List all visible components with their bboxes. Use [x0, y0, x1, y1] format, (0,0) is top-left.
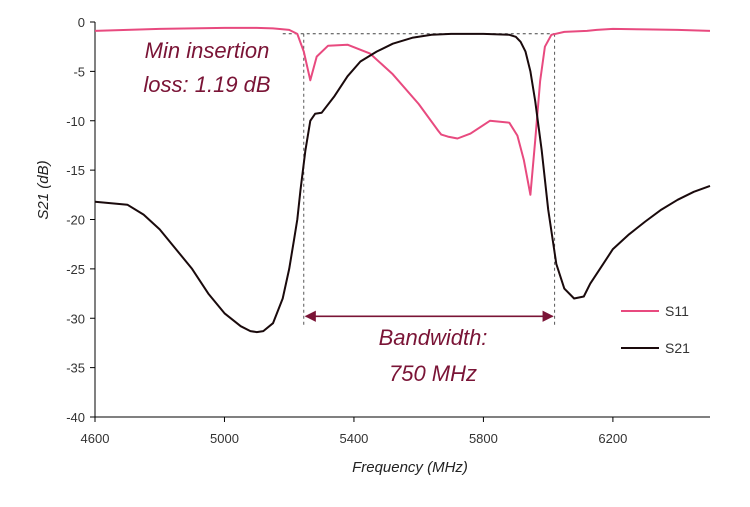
series-line-s11: [94, 26, 711, 196]
y-tick-labels: 0 -5 -10 -15 -20 -25 -30 -35 -40: [66, 15, 95, 425]
annotation-bandwidth-line2: 750 MHz: [389, 361, 477, 386]
x-axis-title: Frequency (MHz): [352, 459, 468, 476]
annotation-min-insertion-loss-line1: Min insertion: [145, 38, 270, 63]
legend: S11 S21: [621, 303, 690, 356]
y-tick-label: -10: [66, 114, 85, 129]
x-tick-label: 5000: [210, 431, 239, 446]
annotation-min-insertion-loss-line2: loss: 1.19 dB: [143, 72, 270, 97]
y-tick-label: -25: [66, 262, 85, 277]
x-tick-label: 5800: [469, 431, 498, 446]
y-tick-label: -30: [66, 311, 85, 326]
y-tick-label: -20: [66, 213, 85, 228]
x-tick-labels: 4600 5000 5400 5800 6200: [81, 417, 627, 446]
x-tick-label: 5400: [339, 431, 368, 446]
annotation-guides: [282, 33, 556, 327]
x-tick-label: 4600: [81, 431, 110, 446]
y-tick-label: -5: [73, 64, 85, 79]
legend-label-s21: S21: [665, 340, 690, 356]
x-tick-label: 6200: [598, 431, 627, 446]
y-tick-label: -35: [66, 361, 85, 376]
y-tick-label: 0: [78, 15, 85, 30]
y-axis-title: S21 (dB): [35, 160, 52, 219]
legend-label-s11: S11: [665, 303, 689, 319]
series-line-s21: [94, 32, 711, 334]
y-tick-label: -40: [66, 410, 85, 425]
series-lines: [94, 26, 711, 334]
y-tick-label: -15: [66, 163, 85, 178]
annotation-bandwidth-line1: Bandwidth:: [379, 325, 488, 350]
